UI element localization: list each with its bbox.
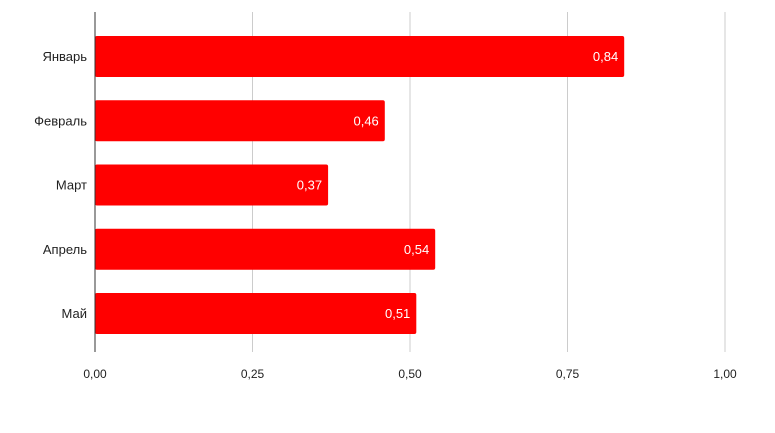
bar <box>95 293 417 334</box>
y-category-label: Февраль <box>34 113 87 128</box>
data-label: 0,84 <box>593 49 618 64</box>
data-label: 0,46 <box>353 113 378 128</box>
data-label: 0,51 <box>385 306 410 321</box>
x-tick-label: 1,00 <box>713 367 737 381</box>
x-tick-label: 0,50 <box>398 367 422 381</box>
bar <box>95 228 436 270</box>
bar <box>95 100 385 142</box>
bar <box>95 164 329 206</box>
y-category-label: Январь <box>42 49 87 64</box>
data-label: 0,37 <box>297 178 322 193</box>
x-tick-label: 0,75 <box>556 367 580 381</box>
y-category-label: Май <box>62 306 87 321</box>
y-category-label: Апрель <box>43 242 87 257</box>
y-category-label: Март <box>56 178 87 193</box>
x-tick-label: 0,25 <box>241 367 265 381</box>
x-tick-label: 0,00 <box>83 367 107 381</box>
bar <box>95 36 625 77</box>
data-label: 0,54 <box>404 242 429 257</box>
